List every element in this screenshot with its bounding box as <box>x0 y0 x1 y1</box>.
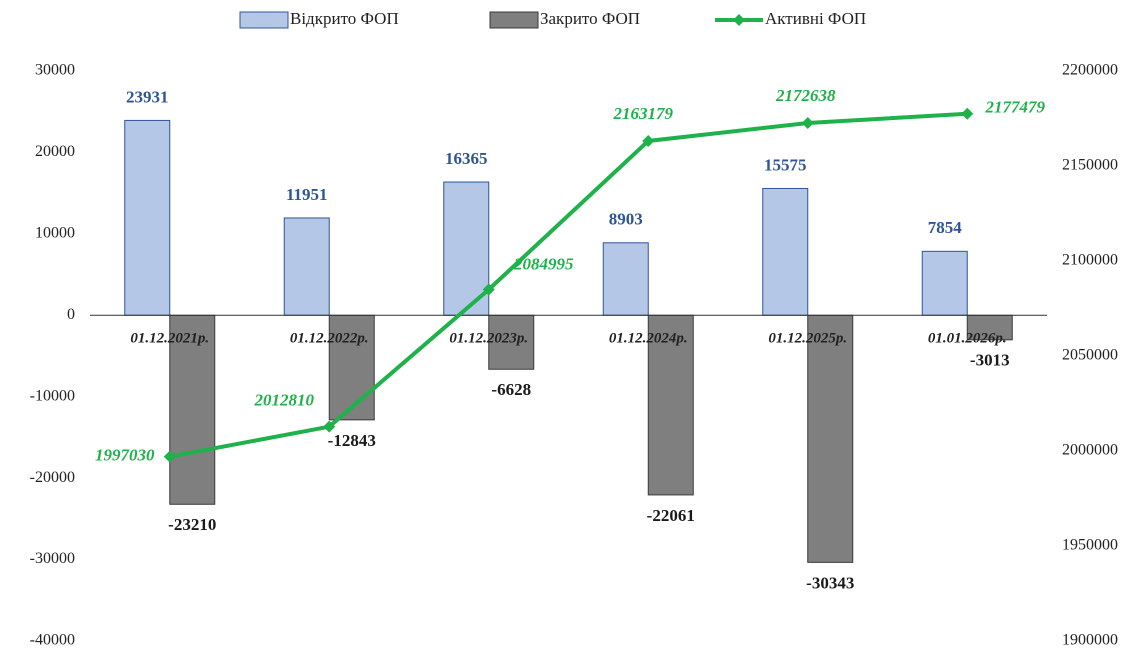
y-tick-label: -20000 <box>30 469 75 486</box>
line-marker <box>642 134 655 147</box>
y2-tick-label: 2000000 <box>1062 442 1118 459</box>
data-label: 2172638 <box>775 86 836 105</box>
line-marker <box>961 107 974 120</box>
data-label: 2084995 <box>513 254 574 273</box>
y-tick-label: -10000 <box>30 387 75 404</box>
bar <box>169 314 216 505</box>
data-label: 7854 <box>928 218 963 237</box>
data-label: 16365 <box>445 149 488 168</box>
y-tick-label: 30000 <box>35 62 75 79</box>
legend-marker <box>733 14 745 26</box>
bar <box>807 314 854 563</box>
data-label: -30343 <box>806 573 854 592</box>
line <box>169 111 968 459</box>
bar <box>443 181 490 316</box>
data-label: 2163179 <box>613 104 674 123</box>
bar <box>921 250 968 316</box>
line-marker <box>801 116 814 129</box>
line-marker <box>482 283 495 296</box>
y-tick-label: 10000 <box>35 225 75 242</box>
x-tick-label: 01.12.2022р. <box>290 331 369 347</box>
y2-tick-label: 2050000 <box>1062 347 1118 364</box>
legend-swatch <box>489 11 539 29</box>
data-label: 2012810 <box>254 391 315 410</box>
legend-label: Закрито ФОП <box>540 9 640 28</box>
y2-tick-label: 2100000 <box>1062 252 1118 269</box>
y2-tick-label: 1900000 <box>1062 632 1118 649</box>
data-label: 2177479 <box>985 98 1046 117</box>
bar <box>602 242 649 316</box>
y-tick-label: 20000 <box>35 143 75 160</box>
data-label: 1997030 <box>95 446 155 465</box>
line-marker <box>163 450 176 463</box>
y2-tick-label: 2150000 <box>1062 157 1118 174</box>
x-tick-label: 01.01.2026р. <box>928 331 1007 347</box>
legend-label: Активні ФОП <box>765 9 866 28</box>
data-label: 15575 <box>764 155 807 174</box>
bar <box>762 187 809 316</box>
x-tick-label: 01.12.2025р. <box>768 331 847 347</box>
y-tick-label: 0 <box>67 306 75 323</box>
data-label: -12843 <box>328 431 376 450</box>
bar <box>283 217 330 316</box>
y2-tick-label: 2200000 <box>1062 62 1118 79</box>
data-label: 11951 <box>286 185 328 204</box>
data-label: -6628 <box>491 380 531 399</box>
data-label: -3013 <box>970 351 1010 370</box>
x-tick-label: 01.12.2021р. <box>130 331 209 347</box>
bar <box>966 314 1013 341</box>
data-label: -23210 <box>168 515 216 534</box>
legend-swatch <box>239 11 289 29</box>
bar <box>647 314 694 496</box>
bar <box>124 119 171 316</box>
line-marker <box>323 420 336 433</box>
x-tick-label: 01.12.2023р. <box>449 331 528 347</box>
legend-label: Відкрито ФОП <box>290 9 399 28</box>
data-label: 8903 <box>609 210 643 229</box>
x-tick-label: 01.12.2024р. <box>609 331 688 347</box>
bar <box>488 314 535 370</box>
y-tick-label: -40000 <box>30 632 75 649</box>
data-label: 23931 <box>126 87 169 106</box>
data-label: -22061 <box>647 506 695 525</box>
y2-tick-label: 1950000 <box>1062 537 1118 554</box>
y-tick-label: -30000 <box>30 550 75 567</box>
